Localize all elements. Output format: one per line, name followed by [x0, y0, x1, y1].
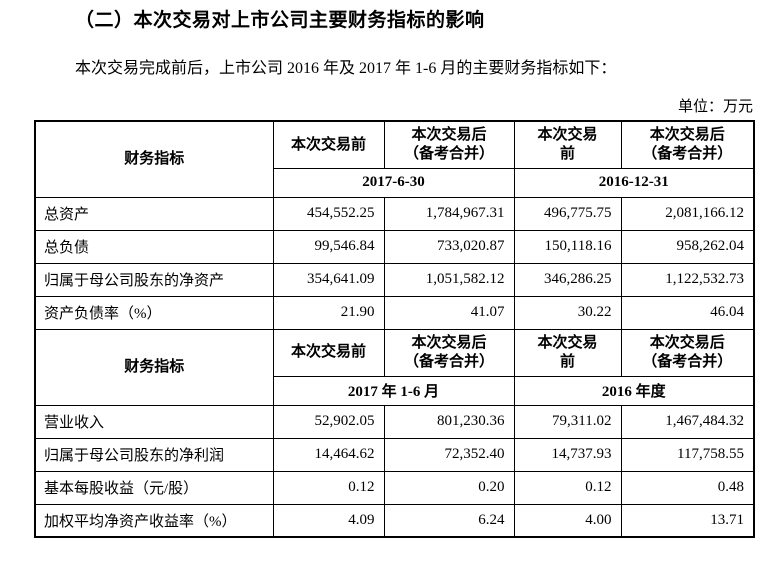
value-cell: 21.90	[272, 295, 385, 330]
unit-label: 单位：万元	[677, 99, 753, 116]
value-cell: 346,286.25	[513, 262, 622, 297]
value-cell: 52,902.05	[272, 404, 385, 439]
pre-transaction-header-cell: 本次交易前	[272, 120, 385, 169]
document-page: （二）本次交易对上市公司主要财务指标的影响 本次交易完成前后，上市公司 2016…	[0, 9, 767, 566]
table-row: 归属于母公司股东的净利润 14,464.62 72,352.40 14,737.…	[34, 437, 755, 472]
indicator-header-cell: 财务指标	[34, 120, 274, 198]
value-cell: 733,020.87	[383, 229, 515, 264]
row-label-cell: 加权平均净资产收益率（%）	[34, 503, 274, 538]
value-cell: 0.12	[272, 470, 385, 505]
value-cell: 117,758.55	[620, 437, 755, 472]
value-cell: 4.00	[513, 503, 622, 538]
section2-header-row1: 财务指标 本次交易前 本次交易后 （备考合并） 本次交易 前 本次交易后 （备考…	[34, 328, 755, 406]
post-transaction-header-cell: 本次交易后 （备考合并）	[383, 328, 515, 377]
value-cell: 2,081,166.12	[620, 196, 755, 231]
value-cell: 1,051,582.12	[383, 262, 515, 297]
financial-indicators-table: 财务指标 本次交易前 本次交易后 （备考合并） 本次交易 前 本次交易后 （备考…	[34, 120, 755, 539]
pre-transaction-header-cell: 本次交易前	[272, 328, 385, 377]
value-cell: 0.12	[513, 470, 622, 505]
post-transaction-header-cell: 本次交易后 （备考合并）	[620, 328, 755, 377]
section1-header-row2: 2017-6-30 2016-12-31	[35, 167, 755, 198]
row-label-cell: 总负债	[34, 229, 274, 264]
table-row: 营业收入 52,902.05 801,230.36 79,311.02 1,46…	[34, 404, 755, 439]
section1-header-row1: 财务指标 本次交易前 本次交易后 （备考合并） 本次交易 前 本次交易后 （备考…	[34, 120, 755, 198]
value-cell: 801,230.36	[383, 404, 515, 439]
table-row: 基本每股收益（元/股） 0.12 0.20 0.12 0.48	[34, 470, 755, 505]
indicator-header-cell: 财务指标	[34, 328, 274, 406]
value-cell: 4.09	[272, 503, 385, 538]
value-cell: 6.24	[383, 503, 515, 538]
value-cell: 99,546.84	[272, 229, 385, 264]
value-cell: 79,311.02	[513, 404, 622, 439]
period-cell: 2016-12-31	[513, 167, 755, 198]
post-transaction-header-cell: 本次交易后 （备考合并）	[383, 120, 515, 169]
row-label-cell: 基本每股收益（元/股）	[34, 470, 274, 505]
period-cell: 2016 年度	[513, 375, 755, 406]
value-cell: 354,641.09	[272, 262, 385, 297]
table-row: 资产负债率（%） 21.90 41.07 30.22 46.04	[34, 295, 755, 330]
value-cell: 46.04	[620, 295, 755, 330]
value-cell: 0.48	[620, 470, 755, 505]
pre-transaction-header-cell: 本次交易 前	[513, 328, 622, 377]
period-cell: 2017-6-30	[272, 167, 515, 198]
period-cell: 2017 年 1-6 月	[272, 375, 515, 406]
table-row: 加权平均净资产收益率（%） 4.09 6.24 4.00 13.71	[34, 503, 755, 538]
section2-header-row2: 2017 年 1-6 月 2016 年度	[35, 375, 755, 406]
value-cell: 72,352.40	[383, 437, 515, 472]
row-label-cell: 营业收入	[34, 404, 274, 439]
value-cell: 1,467,484.32	[620, 404, 755, 439]
value-cell: 41.07	[383, 295, 515, 330]
value-cell: 1,784,967.31	[383, 196, 515, 231]
row-label-cell: 资产负债率（%）	[34, 295, 274, 330]
value-cell: 14,464.62	[272, 437, 385, 472]
value-cell: 454,552.25	[272, 196, 385, 231]
row-label-cell: 归属于母公司股东的净利润	[34, 437, 274, 472]
value-cell: 0.20	[383, 470, 515, 505]
table-row: 归属于母公司股东的净资产 354,641.09 1,051,582.12 346…	[34, 262, 755, 297]
table-row: 总资产 454,552.25 1,784,967.31 496,775.75 2…	[34, 196, 755, 231]
intro-text: 本次交易完成前后，上市公司 2016 年及 2017 年 1-6 月的主要财务指…	[75, 59, 617, 77]
page-title: （二）本次交易对上市公司主要财务指标的影响	[75, 10, 485, 31]
value-cell: 958,262.04	[620, 229, 755, 264]
value-cell: 150,118.16	[513, 229, 622, 264]
table-row: 总负债 99,546.84 733,020.87 150,118.16 958,…	[34, 229, 755, 264]
value-cell: 13.71	[620, 503, 755, 538]
row-label-cell: 总资产	[34, 196, 274, 231]
row-label-cell: 归属于母公司股东的净资产	[34, 262, 274, 297]
post-transaction-header-cell: 本次交易后 （备考合并）	[620, 120, 755, 169]
value-cell: 30.22	[513, 295, 622, 330]
value-cell: 1,122,532.73	[620, 262, 755, 297]
value-cell: 496,775.75	[513, 196, 622, 231]
pre-transaction-header-cell: 本次交易 前	[513, 120, 622, 169]
value-cell: 14,737.93	[513, 437, 622, 472]
